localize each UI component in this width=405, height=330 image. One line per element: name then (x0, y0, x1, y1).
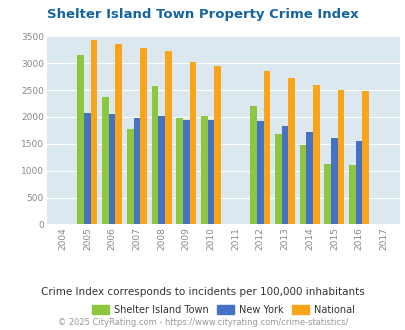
Bar (263, 71, 270, 224)
Bar (330, 138, 337, 224)
Bar (102, 97, 109, 224)
Bar (306, 132, 312, 224)
Bar (362, 91, 368, 224)
Bar (189, 62, 196, 224)
Bar (126, 129, 133, 224)
Bar (299, 145, 306, 224)
Bar (77, 55, 84, 224)
Bar (164, 51, 171, 224)
Bar (84, 113, 91, 224)
Bar (337, 90, 343, 224)
Bar (115, 44, 122, 224)
Bar (176, 118, 183, 224)
Bar (288, 78, 294, 224)
Bar (312, 85, 319, 224)
Bar (207, 119, 214, 224)
Text: Crime Index corresponds to incidents per 100,000 inhabitants: Crime Index corresponds to incidents per… (41, 287, 364, 297)
Legend: Shelter Island Town, New York, National: Shelter Island Town, New York, National (88, 301, 358, 318)
Bar (133, 118, 140, 224)
Text: © 2025 CityRating.com - https://www.cityrating.com/crime-statistics/: © 2025 CityRating.com - https://www.city… (58, 318, 347, 327)
Bar (200, 115, 207, 224)
Bar (158, 115, 164, 224)
Bar (183, 119, 189, 224)
Text: Shelter Island Town Property Crime Index: Shelter Island Town Property Crime Index (47, 8, 358, 21)
Bar (91, 40, 97, 224)
Bar (140, 49, 147, 224)
Bar (250, 106, 256, 224)
Bar (151, 86, 158, 224)
Bar (324, 164, 330, 224)
Bar (109, 114, 115, 224)
Bar (256, 121, 263, 224)
Bar (281, 126, 288, 224)
Bar (348, 165, 355, 224)
Bar (274, 134, 281, 224)
Bar (214, 66, 220, 224)
Bar (355, 141, 362, 224)
